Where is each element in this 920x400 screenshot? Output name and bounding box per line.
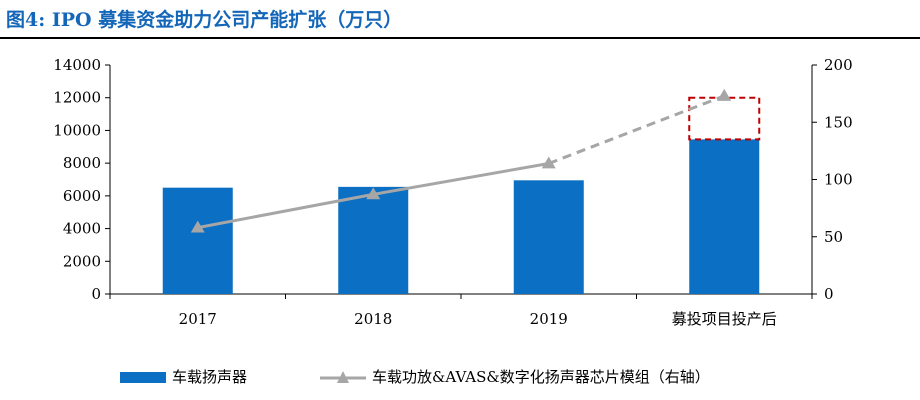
line-series: [190, 88, 732, 233]
legend-marks: [120, 371, 366, 383]
line-marker: [190, 220, 205, 233]
right-tick-label: 50: [824, 228, 843, 246]
left-tick-label: 8000: [63, 154, 101, 172]
category-label: 2019: [530, 310, 568, 328]
highlight-box: [688, 96, 761, 141]
left-tick-label: 6000: [63, 187, 101, 205]
right-tick-label: 150: [824, 113, 853, 131]
left-tick-label: 4000: [63, 220, 101, 238]
right-tick-label: 200: [824, 56, 853, 74]
line-marker: [366, 187, 381, 200]
right-tick-label: 100: [824, 171, 853, 189]
line-segment: [548, 94, 725, 165]
legend-bar-label: 车载扬声器: [172, 368, 248, 386]
left-tick-label: 2000: [63, 252, 101, 270]
left-tick-label: 0: [91, 285, 101, 303]
left-tick-label: 12000: [53, 89, 101, 107]
legend-line-label: 车载功放&AVAS&数字化扬声器芯片模组（右轴）: [372, 368, 710, 386]
line-segment: [372, 161, 550, 196]
bar: [338, 186, 409, 294]
bar: [513, 180, 584, 294]
category-label: 2018: [354, 310, 392, 328]
chart-title: 图4: IPO 募集资金助力公司产能扩张（万只）: [6, 9, 403, 31]
bar: [162, 187, 233, 294]
title-underline: [0, 37, 920, 39]
highlight-rect: [688, 96, 761, 141]
bar-series: [162, 139, 760, 294]
category-label: 2017: [179, 310, 217, 328]
legend-bar-swatch: [120, 372, 166, 383]
bar: [689, 139, 760, 294]
line-marker: [717, 88, 732, 101]
left-tick-label: 10000: [53, 121, 101, 139]
category-label: 募投项目投产后: [672, 310, 777, 328]
line-segment: [197, 192, 374, 230]
line-marker: [541, 156, 556, 169]
axes: 0 2000 4000 6000 8000 10000 12000 14000 0 50 100 15…: [53, 56, 852, 328]
legend-line-marker: [337, 371, 349, 383]
right-tick-label: 0: [824, 285, 834, 303]
left-tick-label: 14000: [53, 56, 101, 74]
